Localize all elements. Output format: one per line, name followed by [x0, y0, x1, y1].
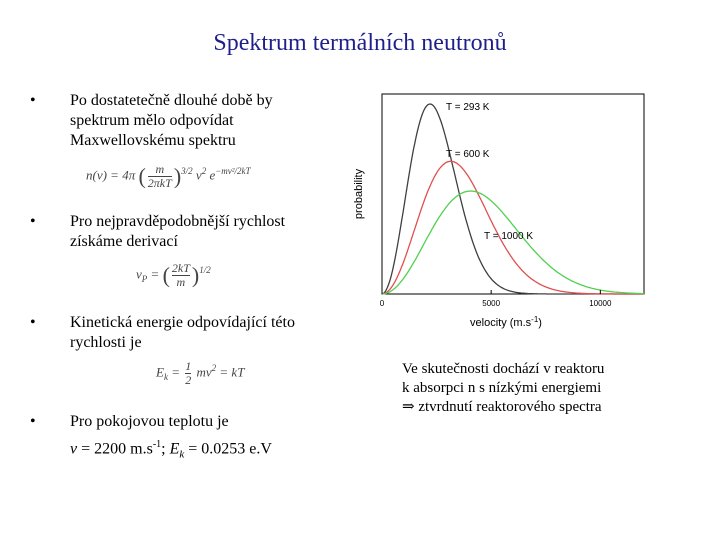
note-line: ⇒ ztvrdnutí reaktorového spectra: [402, 399, 602, 415]
page-title: Spektrum termálních neutronů: [213, 30, 507, 56]
series-curves: [381, 103, 644, 295]
bullet-dot: •: [30, 92, 36, 109]
y-axis-label: probability: [353, 168, 365, 219]
bullet-dot: •: [30, 413, 36, 430]
x-axis-ticks: 0 5000 10000: [380, 290, 612, 308]
note-line: Ve skutečnosti dochází v reaktoru: [402, 361, 605, 377]
series-labels: T = 293 K T = 600 K T = 1000 K: [446, 102, 533, 242]
plot-frame: [381, 93, 645, 295]
bullet-dot: •: [30, 314, 36, 331]
series-line-0: [381, 103, 644, 295]
series-line-1: [381, 160, 644, 295]
series-label-1: T = 600 K: [446, 149, 490, 160]
bullet-text: Kinetická energie odpovídající této: [70, 314, 295, 331]
reactor-note: Ve skutečnosti dochází v reaktoru k abso…: [402, 360, 604, 417]
bullet-text: získáme derivací: [70, 233, 178, 250]
bullet-text: Pro pokojovou teplotu je: [70, 413, 229, 430]
bullet-text: rychlosti je: [70, 334, 142, 351]
x-tick-label: 0: [380, 299, 385, 308]
most-probable-formula: vP = (2kT m)1/2: [136, 261, 211, 289]
bullet-text: spektrum mělo odpovídat: [70, 112, 234, 129]
room-temp-values: v = 2200 m.s-1; Ek = 0.0253 e.V: [70, 439, 272, 461]
maxwell-formula: n(v) = 4π (m 2πkT)3/2 v2 e−mv²/2kT: [86, 162, 251, 190]
series-line-2: [381, 190, 644, 295]
bullet-text: Pro nejpravděpodobnější rychlost: [70, 213, 286, 230]
x-tick-label: 10000: [589, 299, 612, 308]
implies-arrow: ⇒: [402, 399, 415, 415]
series-label-2: T = 1000 K: [484, 231, 533, 242]
bullet-dot: •: [30, 213, 36, 230]
bullet-text: Maxwellovskému spektru: [70, 132, 236, 149]
x-axis-label: velocity (m.s-1): [470, 315, 542, 329]
x-tick-label: 5000: [482, 299, 500, 308]
maxwell-spectrum-chart: 0 5000 10000 T = 293 KT = 600 KT = 1000 K …: [353, 93, 645, 329]
note-line: k absorpci n s nízkými energiemi: [402, 380, 602, 396]
series-label-0: T = 293 K: [446, 102, 490, 113]
bullet-text: Po dostatetečně dlouhé době by: [70, 92, 273, 109]
